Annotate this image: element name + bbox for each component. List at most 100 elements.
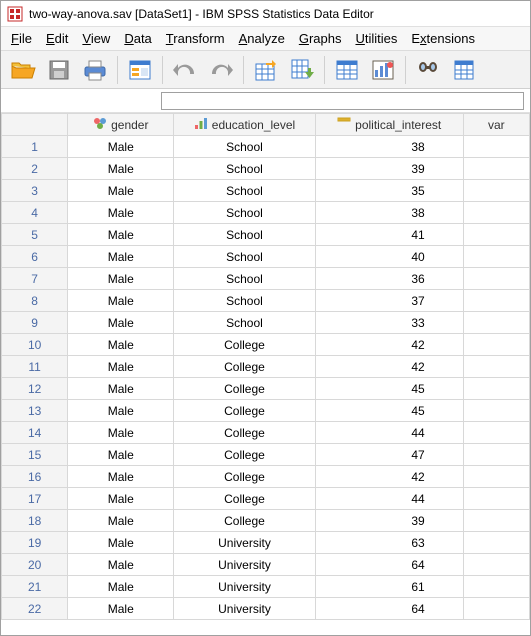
cell-empty[interactable] (463, 576, 529, 598)
table-row[interactable]: 13MaleCollege45 (2, 400, 530, 422)
cell-political-interest[interactable]: 37 (315, 290, 463, 312)
undo-button[interactable] (169, 54, 201, 86)
cell-gender[interactable]: Male (68, 268, 174, 290)
table-row[interactable]: 22MaleUniversity64 (2, 598, 530, 620)
recall-dialog-button[interactable] (124, 54, 156, 86)
table-row[interactable]: 1MaleSchool38 (2, 136, 530, 158)
cell-gender[interactable]: Male (68, 334, 174, 356)
menu-edit[interactable]: Edit (46, 31, 68, 46)
insert-cases-button[interactable] (448, 54, 480, 86)
row-number[interactable]: 12 (2, 378, 68, 400)
cell-education-level[interactable]: School (174, 246, 315, 268)
cell-gender[interactable]: Male (68, 290, 174, 312)
cell-education-level[interactable]: School (174, 290, 315, 312)
cell-political-interest[interactable]: 64 (315, 554, 463, 576)
row-number[interactable]: 7 (2, 268, 68, 290)
cell-empty[interactable] (463, 510, 529, 532)
save-button[interactable] (43, 54, 75, 86)
cell-education-level[interactable]: College (174, 356, 315, 378)
cell-empty[interactable] (463, 334, 529, 356)
column-header-empty[interactable]: var (463, 114, 529, 136)
menu-analyze[interactable]: Analyze (239, 31, 285, 46)
table-row[interactable]: 12MaleCollege45 (2, 378, 530, 400)
row-number[interactable]: 2 (2, 158, 68, 180)
table-row[interactable]: 10MaleCollege42 (2, 334, 530, 356)
grid-corner[interactable] (2, 114, 68, 136)
table-row[interactable]: 2MaleSchool39 (2, 158, 530, 180)
cell-gender[interactable]: Male (68, 422, 174, 444)
cell-political-interest[interactable]: 36 (315, 268, 463, 290)
variables-button[interactable] (331, 54, 363, 86)
row-number[interactable]: 8 (2, 290, 68, 312)
row-number[interactable]: 16 (2, 466, 68, 488)
cell-education-level[interactable]: University (174, 576, 315, 598)
cell-empty[interactable] (463, 158, 529, 180)
cell-education-level[interactable]: University (174, 554, 315, 576)
find-button[interactable] (412, 54, 444, 86)
cell-empty[interactable] (463, 554, 529, 576)
cell-gender[interactable]: Male (68, 312, 174, 334)
data-grid[interactable]: gender education_level (1, 113, 530, 635)
cell-political-interest[interactable]: 33 (315, 312, 463, 334)
cell-political-interest[interactable]: 35 (315, 180, 463, 202)
cell-empty[interactable] (463, 224, 529, 246)
cell-empty[interactable] (463, 444, 529, 466)
goto-case-button[interactable] (250, 54, 282, 86)
table-row[interactable]: 16MaleCollege42 (2, 466, 530, 488)
row-number[interactable]: 9 (2, 312, 68, 334)
row-number[interactable]: 18 (2, 510, 68, 532)
table-row[interactable]: 21MaleUniversity61 (2, 576, 530, 598)
row-number[interactable]: 22 (2, 598, 68, 620)
cell-education-level[interactable]: University (174, 532, 315, 554)
print-button[interactable] (79, 54, 111, 86)
cell-education-level[interactable]: College (174, 400, 315, 422)
cell-education-level[interactable]: School (174, 158, 315, 180)
row-number[interactable]: 5 (2, 224, 68, 246)
row-number[interactable]: 15 (2, 444, 68, 466)
cell-political-interest[interactable]: 38 (315, 202, 463, 224)
cell-empty[interactable] (463, 202, 529, 224)
cell-empty[interactable] (463, 378, 529, 400)
cell-gender[interactable]: Male (68, 444, 174, 466)
cell-political-interest[interactable]: 64 (315, 598, 463, 620)
cell-education-level[interactable]: College (174, 488, 315, 510)
cell-education-level[interactable]: School (174, 312, 315, 334)
cell-gender[interactable]: Male (68, 224, 174, 246)
cell-empty[interactable] (463, 312, 529, 334)
column-header-gender[interactable]: gender (68, 114, 174, 136)
table-row[interactable]: 5MaleSchool41 (2, 224, 530, 246)
table-row[interactable]: 18MaleCollege39 (2, 510, 530, 532)
cell-political-interest[interactable]: 39 (315, 158, 463, 180)
cell-political-interest[interactable]: 42 (315, 334, 463, 356)
menu-graphs[interactable]: Graphs (299, 31, 342, 46)
cell-education-level[interactable]: College (174, 334, 315, 356)
row-number[interactable]: 19 (2, 532, 68, 554)
menu-view[interactable]: View (82, 31, 110, 46)
cell-political-interest[interactable]: 45 (315, 400, 463, 422)
cell-gender[interactable]: Male (68, 136, 174, 158)
row-number[interactable]: 13 (2, 400, 68, 422)
column-header-education-level[interactable]: education_level (174, 114, 315, 136)
cell-political-interest[interactable]: 47 (315, 444, 463, 466)
menu-transform[interactable]: Transform (166, 31, 225, 46)
cell-empty[interactable] (463, 400, 529, 422)
cell-gender[interactable]: Male (68, 576, 174, 598)
row-number[interactable]: 10 (2, 334, 68, 356)
cell-education-level[interactable]: College (174, 378, 315, 400)
cell-education-level[interactable]: College (174, 444, 315, 466)
cell-education-level[interactable]: College (174, 466, 315, 488)
table-row[interactable]: 9MaleSchool33 (2, 312, 530, 334)
table-row[interactable]: 6MaleSchool40 (2, 246, 530, 268)
table-row[interactable]: 20MaleUniversity64 (2, 554, 530, 576)
cell-education-level[interactable]: School (174, 180, 315, 202)
cell-empty[interactable] (463, 356, 529, 378)
cell-empty[interactable] (463, 466, 529, 488)
cell-gender[interactable]: Male (68, 158, 174, 180)
cell-education-level[interactable]: University (174, 598, 315, 620)
menu-file[interactable]: File (11, 31, 32, 46)
cell-education-level[interactable]: School (174, 136, 315, 158)
cell-gender[interactable]: Male (68, 554, 174, 576)
cell-empty[interactable] (463, 488, 529, 510)
cell-political-interest[interactable]: 63 (315, 532, 463, 554)
cell-gender[interactable]: Male (68, 598, 174, 620)
